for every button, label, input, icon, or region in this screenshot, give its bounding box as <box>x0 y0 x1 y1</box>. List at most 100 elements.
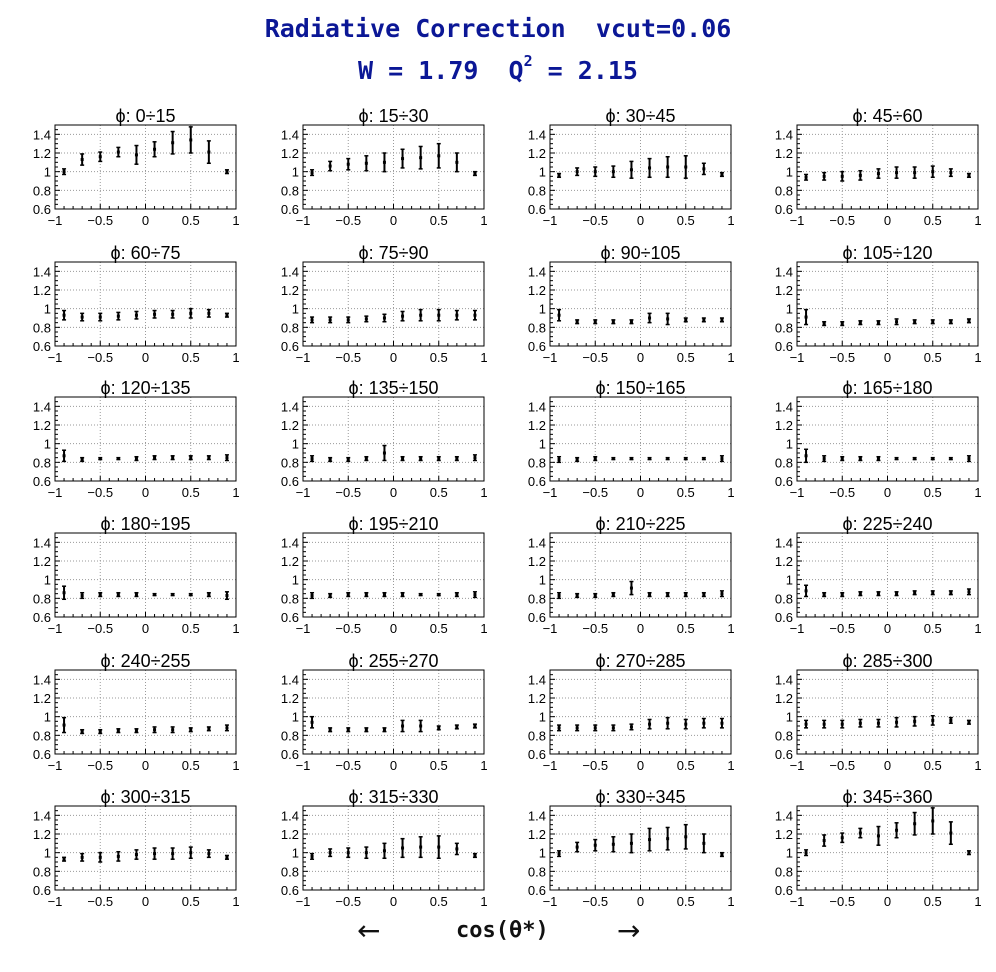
x-tick-label: 1 <box>232 350 239 365</box>
data-point <box>575 724 580 732</box>
point-marker <box>473 593 477 597</box>
x-tick-label: −1 <box>543 213 558 228</box>
data-point <box>472 454 477 462</box>
data-point <box>894 716 899 728</box>
point-marker <box>419 457 423 461</box>
data-point <box>436 592 441 597</box>
data-point <box>328 848 333 858</box>
panel-title: ϕ: 150÷165 <box>595 378 685 398</box>
x-tick-label: 0.5 <box>182 894 200 909</box>
point-marker <box>858 721 862 725</box>
y-tick-label: 0.6 <box>33 474 51 489</box>
y-tick-label: 0.6 <box>528 883 546 898</box>
data-point <box>894 166 899 179</box>
point-marker <box>593 726 597 730</box>
y-tick-label: 1 <box>292 302 299 317</box>
data-point <box>611 724 616 732</box>
data-point <box>840 320 845 327</box>
point-marker <box>684 835 688 839</box>
data-point <box>310 591 315 600</box>
point-marker <box>931 457 935 461</box>
data-point <box>98 591 103 598</box>
x-tick-label: −0.5 <box>87 485 113 500</box>
data-point <box>382 842 387 860</box>
data-point <box>647 591 652 598</box>
point-marker <box>611 593 615 597</box>
data-point <box>224 454 229 462</box>
point-marker <box>225 726 229 730</box>
subplot-0: −1 −0.5 0 0.5 1 0.6 0.8 1 1.2 1.4 ϕ: 0÷15 <box>33 106 240 228</box>
y-tick-label: 1.4 <box>281 399 299 414</box>
x-tick-label: −1 <box>543 350 558 365</box>
point-marker <box>62 723 66 727</box>
x-tick-label: −1 <box>48 485 63 500</box>
point-marker <box>382 728 386 732</box>
point-marker <box>702 318 706 322</box>
x-tick-label: −1 <box>296 350 311 365</box>
data-point <box>876 591 881 597</box>
y-tick-label: 0.6 <box>528 610 546 625</box>
point-marker <box>684 457 688 461</box>
y-tick-label: 0.8 <box>33 864 51 879</box>
data-point <box>454 591 459 598</box>
data-point <box>436 455 441 462</box>
x-tick-label: −0.5 <box>829 758 855 773</box>
y-tick-label: 0.8 <box>775 455 793 470</box>
data-point <box>719 317 724 323</box>
x-tick-label: −1 <box>48 758 63 773</box>
y-tick-label: 1 <box>44 573 51 588</box>
data-point <box>894 318 899 326</box>
x-tick-label: 1 <box>480 485 487 500</box>
data-point <box>701 162 706 176</box>
data-point <box>418 836 423 859</box>
point-marker <box>720 592 724 596</box>
x-tick-label: −1 <box>296 621 311 636</box>
data-point <box>152 592 157 597</box>
right-arrow-icon: → <box>617 914 641 947</box>
point-marker <box>80 315 84 319</box>
point-marker <box>382 160 386 164</box>
x-tick-label: 1 <box>480 350 487 365</box>
point-marker <box>858 831 862 835</box>
data-point <box>557 308 562 322</box>
point-marker <box>822 722 826 726</box>
y-tick-label: 0.6 <box>528 474 546 489</box>
y-tick-label: 1.4 <box>281 264 299 279</box>
data-point <box>575 319 580 325</box>
y-tick-label: 1 <box>44 165 51 180</box>
point-marker <box>949 171 953 175</box>
point-marker <box>876 592 880 596</box>
x-tick-label: −0.5 <box>829 621 855 636</box>
data-point <box>966 318 971 324</box>
data-point <box>80 728 85 735</box>
data-point <box>328 592 333 599</box>
x-tick-label: −0.5 <box>335 350 361 365</box>
y-tick-label: 1.2 <box>528 283 546 298</box>
data-point <box>629 833 634 854</box>
data-point <box>62 716 67 734</box>
panel-title: ϕ: 210÷225 <box>595 514 685 534</box>
data-point <box>930 590 935 596</box>
x-tick-label: −0.5 <box>582 758 608 773</box>
y-tick-label: 1.4 <box>528 808 546 823</box>
x-tick-label: 0 <box>390 758 397 773</box>
point-marker <box>134 729 138 733</box>
data-point <box>701 717 706 729</box>
point-marker <box>80 158 84 162</box>
data-point <box>98 456 103 461</box>
data-point <box>701 317 706 323</box>
data-point <box>822 719 827 729</box>
y-tick-label: 1 <box>539 846 546 861</box>
point-marker <box>895 457 899 461</box>
point-marker <box>116 150 120 154</box>
data-point <box>665 155 670 179</box>
point-marker <box>98 155 102 159</box>
y-tick-label: 0.8 <box>775 183 793 198</box>
y-tick-label: 0.8 <box>528 320 546 335</box>
point-marker <box>437 154 441 158</box>
point-marker <box>153 728 157 732</box>
y-tick-label: 1.4 <box>33 808 51 823</box>
data-point <box>454 842 459 856</box>
point-marker <box>346 728 350 732</box>
point-marker <box>575 320 579 324</box>
